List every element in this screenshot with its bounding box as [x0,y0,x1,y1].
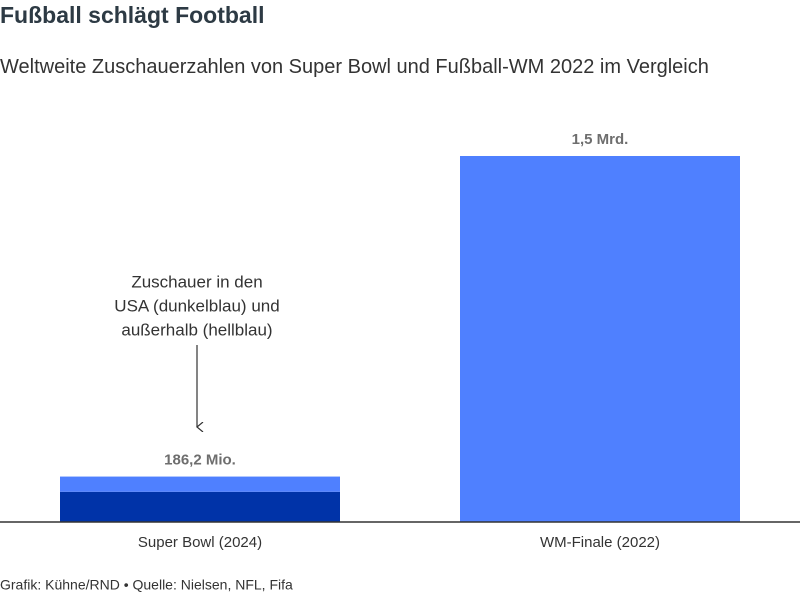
annotation: USA (dunkelblau) und [114,296,279,315]
annotation: Zuschauer in den [131,272,262,291]
value-label: 186,2 Mio. [164,452,236,469]
bar-segment [60,476,340,492]
bar-segment [60,491,340,522]
chart-title: Fußball schlägt Football [0,2,265,28]
chart-subtitle: Weltweite Zuschauerzahlen von Super Bowl… [0,56,709,78]
bar-segment [460,156,740,522]
value-label: 1,5 Mrd. [572,131,629,148]
source: Grafik: Kühne/RND • Quelle: Nielsen, NFL… [0,577,293,593]
annotation: außerhalb (hellblau) [121,320,272,339]
x-tick-label: WM-Finale (2022) [540,534,660,551]
x-tick-label: Super Bowl (2024) [138,534,262,551]
